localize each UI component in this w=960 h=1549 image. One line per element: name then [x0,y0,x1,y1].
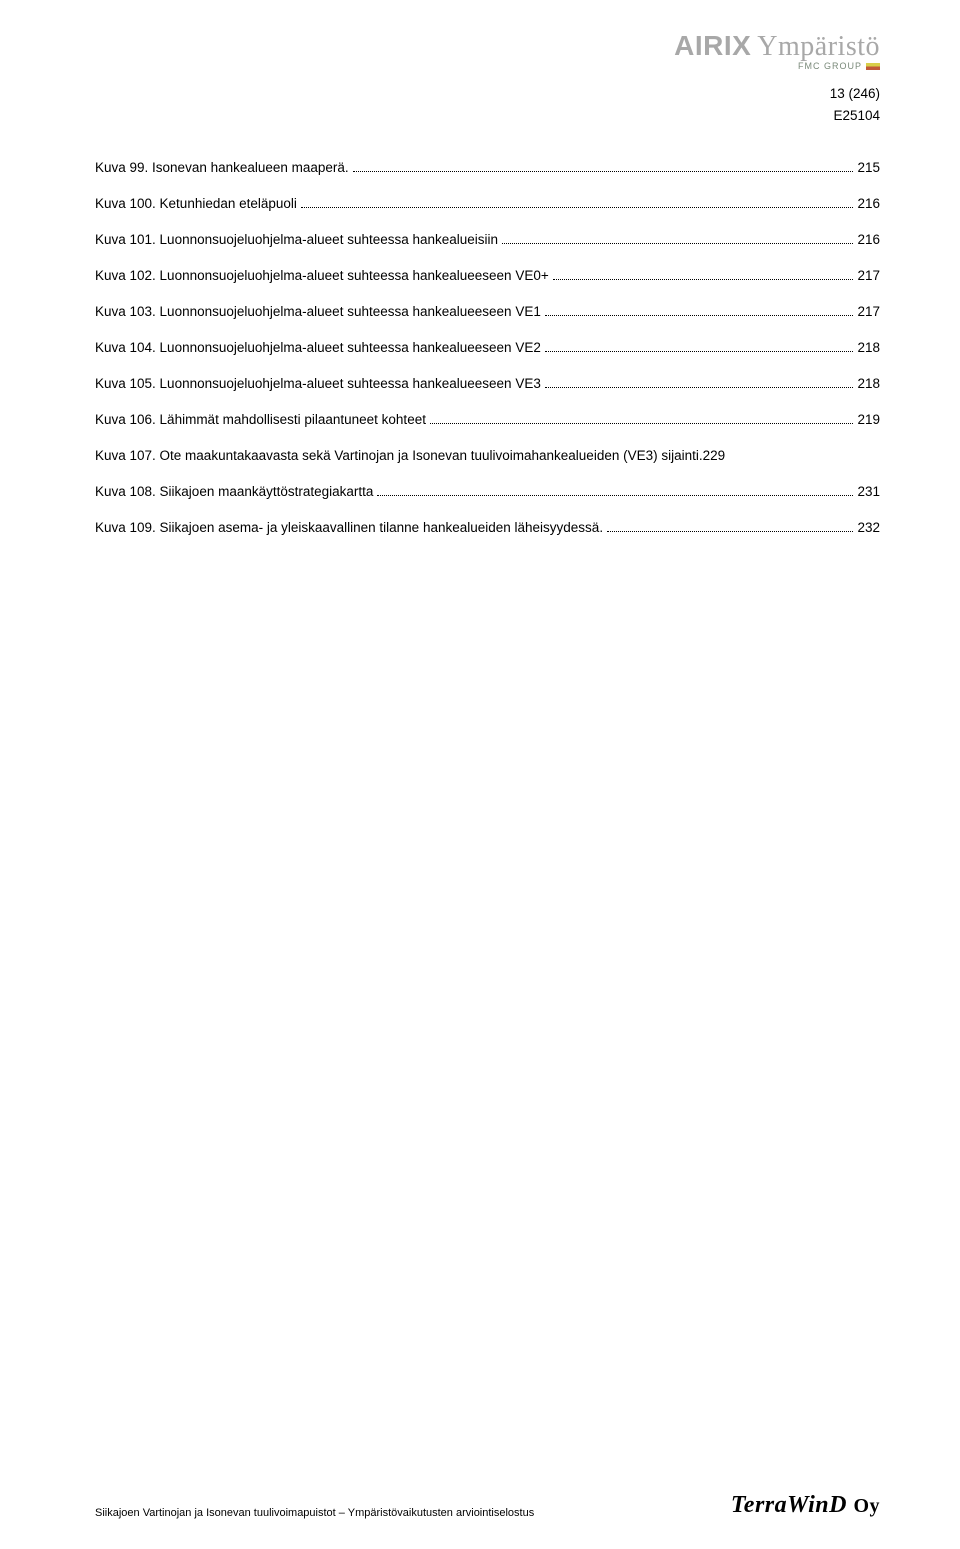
toc-leader [545,351,854,352]
toc-leader [301,207,854,208]
toc-entry: Kuva 105. Luonnonsuojeluohjelma-alueet s… [95,376,880,391]
toc-label: Kuva 100. Ketunhiedan eteläpuoli [95,196,297,211]
logo-brand: AIRIX [674,30,751,62]
toc-label: Kuva 103. Luonnonsuojeluohjelma-alueet s… [95,304,541,319]
toc-entry: Kuva 106. Lähimmät mahdollisesti pilaant… [95,412,880,427]
toc-leader [430,423,854,424]
toc-page: 232 [857,520,880,535]
toc-leader [607,531,853,532]
logo-word: Ympäristö [757,31,880,63]
footer-doc-title: Siikajoen Vartinojan ja Isonevan tuulivo… [95,1507,534,1519]
toc-page: 218 [857,340,880,355]
logo-sub-text: FMC GROUP [798,61,862,71]
toc-leader [553,279,854,280]
toc-label: Kuva 105. Luonnonsuojeluohjelma-alueet s… [95,376,541,391]
toc-leader [545,387,854,388]
logo-main-line: AIRIX Ympäristö [674,30,880,63]
document-id: E25104 [674,105,880,127]
toc-entry: Kuva 99. Isonevan hankealueen maaperä. 2… [95,160,880,175]
toc-entry: Kuva 100. Ketunhiedan eteläpuoli 216 [95,196,880,211]
toc-label: Kuva 102. Luonnonsuojeluohjelma-alueet s… [95,268,549,283]
toc-entry: Kuva 102. Luonnonsuojeluohjelma-alueet s… [95,268,880,283]
page-meta: 13 (246) E25104 [674,83,880,126]
toc-leader [545,315,854,316]
page-indicator: 13 (246) [674,83,880,105]
toc-page: 216 [857,196,880,211]
logo-subline: FMC GROUP [798,61,880,71]
footer-brand: TerraWinD [731,1492,847,1518]
toc-label: Kuva 108. Siikajoen maankäyttöstrategiak… [95,484,373,499]
toc-label: Kuva 99. Isonevan hankealueen maaperä. [95,160,349,175]
footer-suffix: Oy [853,1495,880,1517]
brand-logo: AIRIX Ympäristö FMC GROUP [674,30,880,71]
toc-page: 216 [857,232,880,247]
toc-list: Kuva 99. Isonevan hankealueen maaperä. 2… [95,160,880,556]
toc-page: 217 [857,268,880,283]
toc-page: 217 [857,304,880,319]
toc-label: Kuva 101. Luonnonsuojeluohjelma-alueet s… [95,232,498,247]
toc-page: 229 [703,448,726,463]
toc-entry: Kuva 103. Luonnonsuojeluohjelma-alueet s… [95,304,880,319]
toc-page: 218 [857,376,880,391]
toc-page: 219 [857,412,880,427]
footer-company: TerraWinD Oy [731,1492,880,1519]
toc-label: Kuva 106. Lähimmät mahdollisesti pilaant… [95,412,426,427]
page-header: AIRIX Ympäristö FMC GROUP 13 (246) E2510… [674,30,880,126]
toc-entry: Kuva 109. Siikajoen asema- ja yleiskaava… [95,520,880,535]
toc-entry: Kuva 107. Ote maakuntakaavasta sekä Vart… [95,448,880,463]
toc-leader [377,495,853,496]
toc-label: Kuva 104. Luonnonsuojeluohjelma-alueet s… [95,340,541,355]
toc-leader [353,171,854,172]
page-footer: Siikajoen Vartinojan ja Isonevan tuulivo… [95,1492,880,1519]
toc-page: 231 [857,484,880,499]
logo-stripe-icon [866,63,880,70]
toc-page: 215 [857,160,880,175]
toc-entry: Kuva 108. Siikajoen maankäyttöstrategiak… [95,484,880,499]
toc-entry: Kuva 104. Luonnonsuojeluohjelma-alueet s… [95,340,880,355]
toc-leader [502,243,853,244]
toc-entry: Kuva 101. Luonnonsuojeluohjelma-alueet s… [95,232,880,247]
toc-label: Kuva 107. Ote maakuntakaavasta sekä Vart… [95,448,703,463]
toc-label: Kuva 109. Siikajoen asema- ja yleiskaava… [95,520,603,535]
